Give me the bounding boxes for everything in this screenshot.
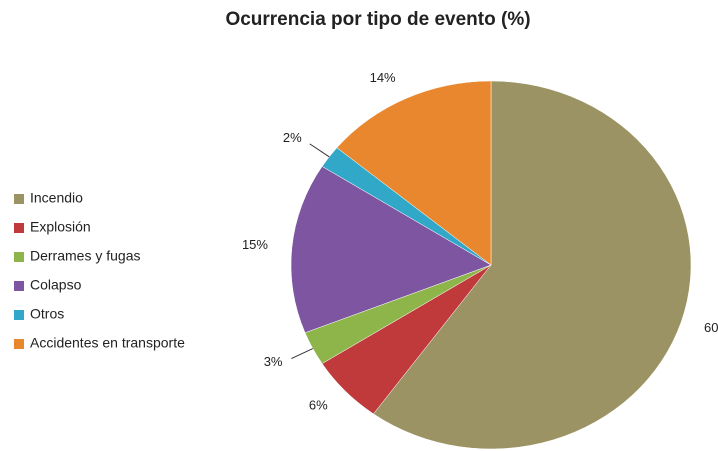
legend-swatch: [14, 223, 24, 233]
data-label: 14%: [370, 70, 396, 85]
legend-label: Explosión: [30, 219, 91, 235]
pie-slice: [373, 80, 692, 450]
data-label: 6%: [309, 398, 328, 413]
legend-label: Accidentes en transporte: [30, 335, 185, 351]
legend-swatch: [14, 310, 24, 320]
chart-title: Ocurrencia por tipo de evento (%): [225, 9, 530, 30]
legend-label: Colapso: [30, 277, 82, 293]
data-label: 2%: [283, 130, 302, 145]
leader-line: [309, 143, 330, 158]
legend-swatch: [14, 339, 24, 349]
pie-slice: [290, 166, 492, 334]
legend-swatch: [14, 194, 24, 204]
leader-line: [291, 348, 314, 360]
data-label: 15%: [242, 237, 268, 252]
legend-label: Incendio: [30, 190, 83, 206]
pie-slice: [336, 80, 492, 266]
data-label: 3%: [264, 354, 283, 369]
legend-swatch: [14, 252, 24, 262]
legend-label: Otros: [30, 306, 64, 322]
legend-swatch: [14, 281, 24, 291]
legend-label: Derrames y fugas: [30, 248, 140, 264]
data-label: 60%: [704, 320, 718, 335]
